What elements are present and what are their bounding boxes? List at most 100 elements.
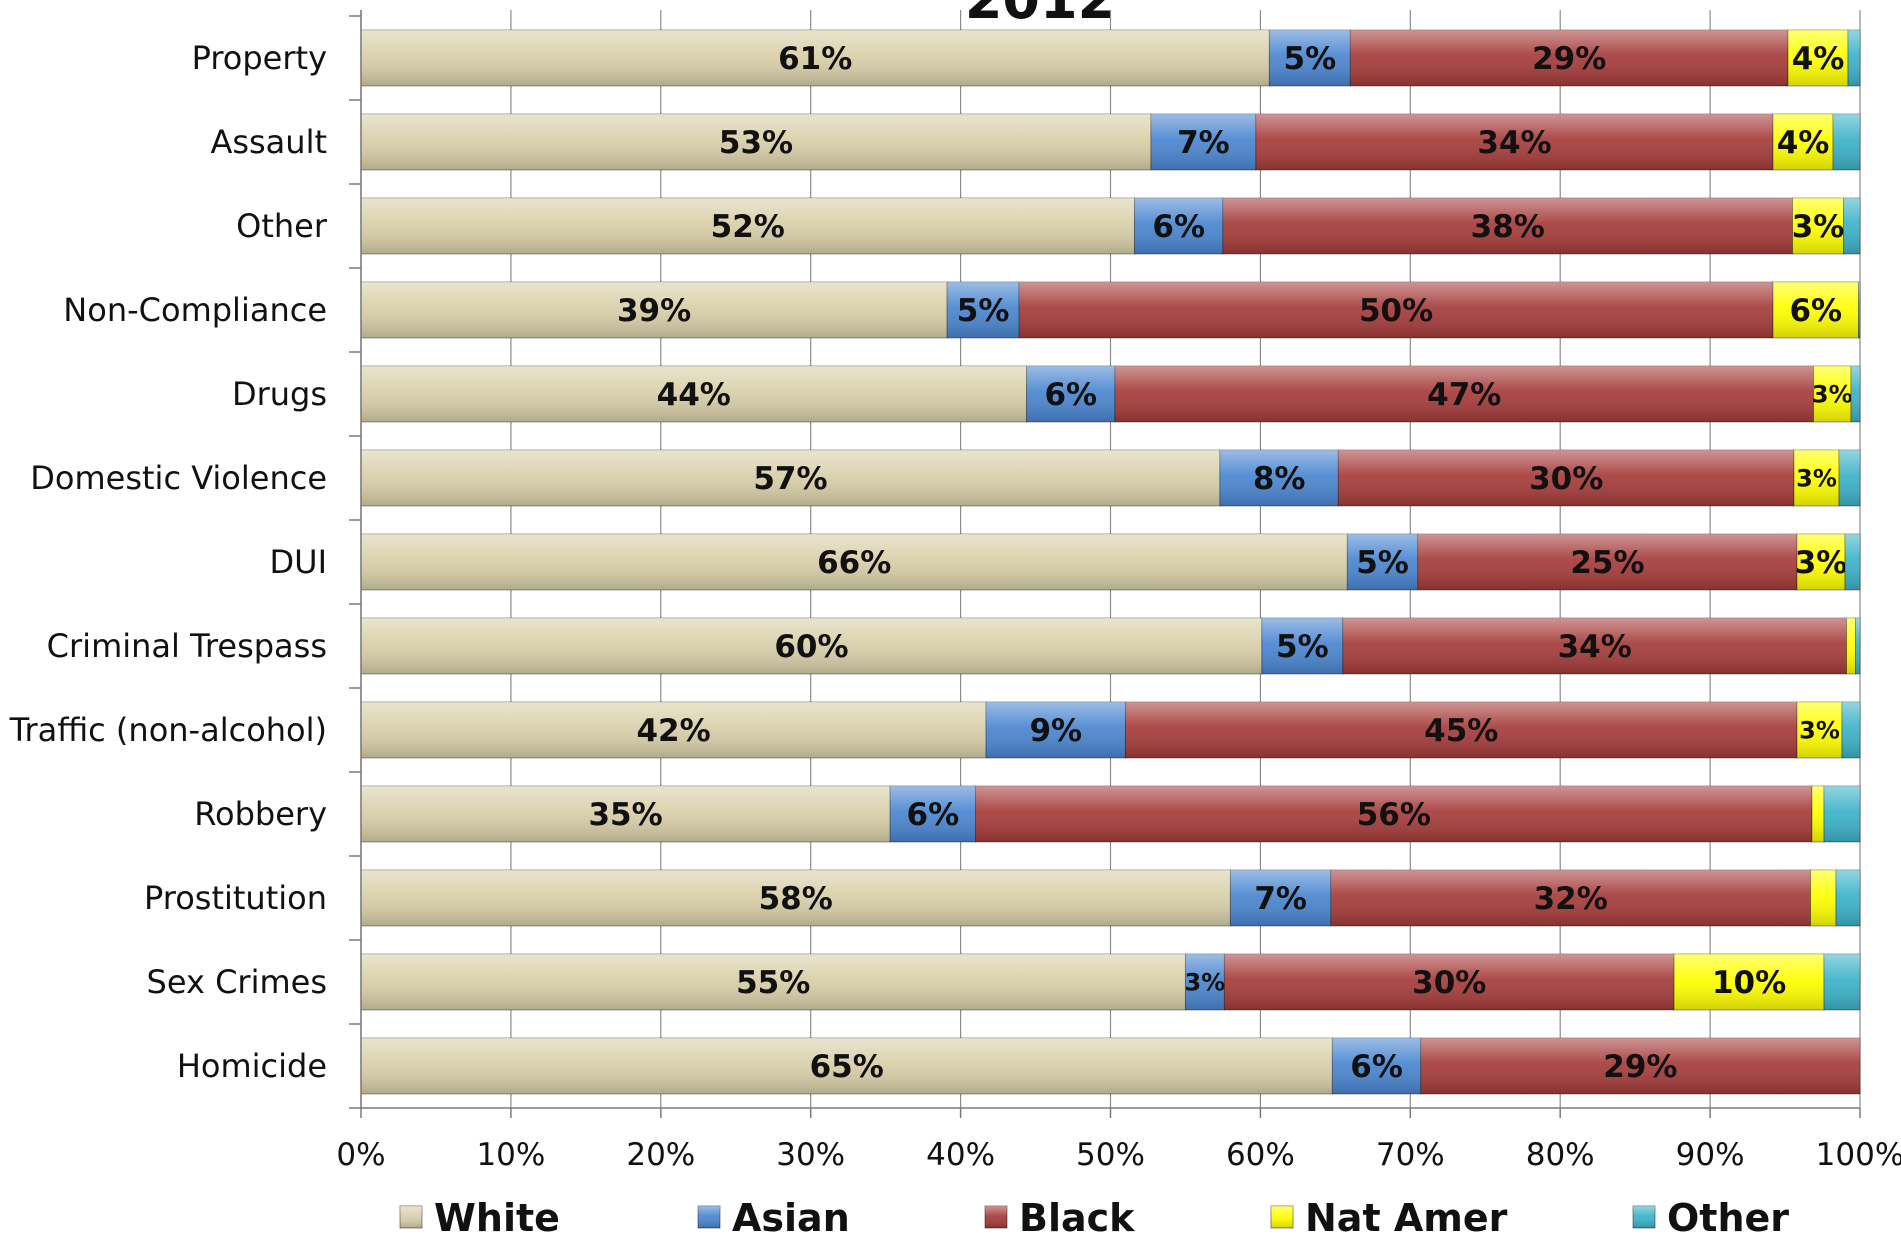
data-label: 25% [1570, 545, 1644, 581]
bar-segment-shine [890, 786, 976, 842]
category-label: Robbery [194, 795, 327, 833]
data-label: 58% [759, 881, 833, 917]
category-label: Domestic Violence [30, 459, 327, 497]
data-label: 6% [1044, 377, 1097, 413]
bar-segment-shine [1797, 534, 1846, 590]
x-tick-label: 30% [776, 1137, 845, 1173]
bar-segment-shine [1417, 534, 1798, 590]
bar-row: 60% 5% 34% [360, 617, 1861, 675]
bar-segment-shine [361, 282, 948, 338]
data-label: 30% [1412, 965, 1486, 1001]
bar-segment-shine [1851, 366, 1860, 422]
data-label: 30% [1529, 461, 1603, 497]
bar-segment-shine [361, 786, 891, 842]
bar-segment-shine [361, 870, 1231, 926]
bar-segment-shine [1224, 954, 1675, 1010]
bar-segment-shine [1332, 1038, 1421, 1094]
data-label: 55% [736, 965, 810, 1001]
data-label: 3% [1792, 209, 1845, 245]
data-label: 29% [1603, 1049, 1677, 1085]
data-label: 5% [957, 293, 1010, 329]
bar-segment-shine [1839, 450, 1860, 506]
legend-item-other: Other [1632, 1196, 1789, 1240]
bar-segment-shine [1812, 786, 1825, 842]
bar-segment-shine [1150, 114, 1256, 170]
bar-row: 44% 6% 47% 3% [360, 365, 1861, 423]
data-label: 65% [810, 1049, 884, 1085]
bar-row: 42% 9% 45% 3% [360, 701, 1861, 759]
x-tick-label: 60% [1226, 1137, 1295, 1173]
legend-label: Black [1019, 1196, 1135, 1240]
data-label: 5% [1276, 629, 1329, 665]
category-label: Sex Crimes [147, 963, 327, 1001]
bar-row: 61% 5% 29% 4% [360, 29, 1861, 87]
legend-item-nat-amer: Nat Amer [1270, 1196, 1508, 1240]
category-label: DUI [270, 543, 328, 581]
bar-segment-shine [1350, 30, 1789, 86]
bar-segment-shine [1846, 618, 1856, 674]
legend-swatch-shine [1271, 1206, 1293, 1228]
category-label: Drugs [232, 375, 327, 413]
x-tick-label: 0% [336, 1137, 385, 1173]
bar-row: 58% 7% 32% [360, 869, 1861, 927]
bar-segment-shine [1824, 954, 1860, 1010]
bar-segment-shine [1813, 366, 1852, 422]
data-label: 39% [617, 293, 691, 329]
data-label: 10% [1712, 965, 1786, 1001]
x-tick-label: 90% [1676, 1137, 1745, 1173]
bar-segment-shine [1134, 198, 1223, 254]
bar-segment-shine [1222, 198, 1793, 254]
bar-segment-shine [1792, 198, 1844, 254]
bar-segment-shine [986, 702, 1126, 758]
bar-segment-shine [361, 534, 1348, 590]
data-label: 66% [817, 545, 891, 581]
data-label: 32% [1534, 881, 1608, 917]
legend-item-white: White [399, 1196, 560, 1240]
x-tick-label: 80% [1526, 1137, 1595, 1173]
category-labels: Property Assault Other Non-Compliance Drugs D… [9, 39, 328, 1085]
legend-swatch-shine [985, 1206, 1007, 1228]
legend: White Asian Black Nat Amer Other [399, 1196, 1789, 1240]
bar-segment-shine [361, 1038, 1333, 1094]
bar-segment-shine [1330, 870, 1811, 926]
bar-segment-shine [361, 618, 1262, 674]
category-label: Non-Compliance [63, 291, 327, 329]
bar-segment-shine [361, 450, 1220, 506]
bar-segment-shine [1019, 282, 1774, 338]
data-label: 5% [1356, 545, 1409, 581]
data-label: 6% [1789, 293, 1842, 329]
bar-segment-shine [1773, 114, 1834, 170]
bar-segment-shine [1185, 954, 1225, 1010]
bar-segment-shine [1845, 534, 1860, 590]
bar-segment-shine [1788, 30, 1849, 86]
data-label: 3% [1799, 717, 1840, 745]
bars: 61% 5% 29% 4% 53% 7% 34% 4% 52% 6% 38% 3% 39% 5% 50% 6%… [360, 29, 1861, 1095]
x-tick-label: 50% [1076, 1137, 1145, 1173]
data-label: 34% [1558, 629, 1632, 665]
bar-segment-shine [1848, 30, 1860, 86]
data-label: 3% [1812, 381, 1853, 409]
data-label: 4% [1777, 125, 1830, 161]
x-tick-label: 10% [476, 1137, 545, 1173]
data-label: 4% [1792, 41, 1845, 77]
bar-segment-shine [1797, 702, 1843, 758]
bar-row: 53% 7% 34% 4% [360, 113, 1861, 171]
data-label: 56% [1357, 797, 1431, 833]
bar-segment-shine [1219, 450, 1339, 506]
data-label: 42% [636, 713, 710, 749]
chart-title: 2012 [965, 0, 1115, 31]
bar-segment-shine [1125, 702, 1798, 758]
data-label: 60% [774, 629, 848, 665]
legend-label: White [434, 1196, 560, 1240]
data-label: 34% [1477, 125, 1551, 161]
x-tick-label: 40% [926, 1137, 995, 1173]
data-label: 7% [1177, 125, 1230, 161]
data-label: 38% [1471, 209, 1545, 245]
bar-row: 66% 5% 25% 3% [360, 533, 1861, 591]
bar-segment-shine [1833, 114, 1860, 170]
bar-segment-shine [1261, 618, 1343, 674]
bar-segment-shine [1338, 450, 1795, 506]
category-label: Property [192, 39, 327, 77]
bar-segment-shine [1230, 870, 1331, 926]
bar-segment-shine [361, 366, 1027, 422]
